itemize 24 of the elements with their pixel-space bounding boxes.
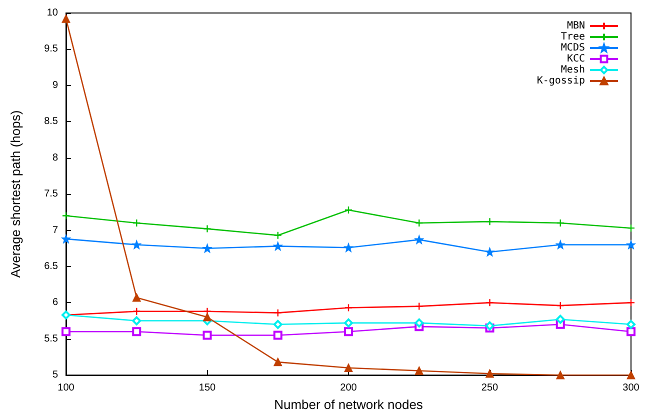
y-tick-label: 7.5 <box>44 188 58 200</box>
y-tick-label: 8 <box>52 152 58 164</box>
x-tick-label: 100 <box>58 382 75 394</box>
legend-label: MCDS <box>560 42 585 54</box>
y-tick-label: 6 <box>52 297 58 308</box>
x-tick-label: 300 <box>622 382 640 394</box>
y-tick-label: 9 <box>52 80 58 91</box>
legend-label: Tree <box>560 32 585 42</box>
legend-label: K-gossip <box>536 76 585 86</box>
x-axis-title: Number of network nodes <box>274 397 424 412</box>
legend-label: MBN <box>566 20 585 32</box>
legend-label: Mesh <box>560 64 585 76</box>
y-tick-label: 5 <box>52 370 58 381</box>
x-tick-label: 150 <box>198 382 216 394</box>
y-tick-label: 9.5 <box>44 44 58 55</box>
legend-label: KCC <box>566 54 585 64</box>
y-tick-label: 8.5 <box>44 116 58 128</box>
x-tick-label: 250 <box>481 382 499 394</box>
y-tick-label: 5.5 <box>44 333 58 344</box>
x-tick-label: 200 <box>340 382 358 394</box>
y-tick-label: 6.5 <box>44 260 58 272</box>
y-tick-label: 10 <box>46 8 58 18</box>
y-axis-title: Average shortest path (hops) <box>8 110 23 278</box>
y-tick-label: 7 <box>52 224 58 236</box>
